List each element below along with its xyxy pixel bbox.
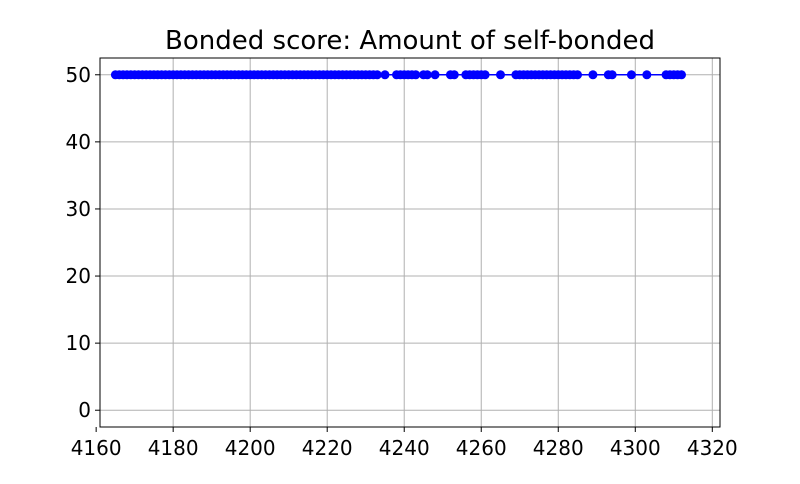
y-tick-label: 20 bbox=[66, 264, 91, 288]
data-point bbox=[642, 70, 652, 80]
plot-frame bbox=[99, 57, 721, 428]
chart-title: Bonded score: Amount of self-bonded bbox=[165, 26, 655, 56]
x-tick-label: 4260 bbox=[456, 436, 507, 460]
data-point bbox=[372, 70, 382, 80]
data-point bbox=[449, 70, 459, 80]
y-tick-label: 0 bbox=[78, 398, 91, 422]
data-point bbox=[411, 70, 421, 80]
data-point bbox=[480, 70, 490, 80]
data-point bbox=[430, 70, 440, 80]
y-tick-label: 10 bbox=[66, 331, 91, 355]
x-tick-label: 4180 bbox=[148, 436, 199, 460]
data-point bbox=[676, 70, 686, 80]
x-tick-label: 4200 bbox=[225, 436, 276, 460]
y-axis-ticks: 0 10 20 30 40 50 bbox=[66, 63, 100, 422]
y-tick-label: 40 bbox=[66, 130, 91, 154]
grid-lines bbox=[100, 58, 720, 427]
y-tick-label: 50 bbox=[66, 63, 91, 87]
x-tick-label: 4240 bbox=[379, 436, 430, 460]
x-tick-label: 4160 bbox=[71, 436, 122, 460]
x-tick-label: 4300 bbox=[610, 436, 661, 460]
y-tick-label: 30 bbox=[66, 197, 91, 221]
data-point bbox=[626, 70, 636, 80]
series-layer bbox=[110, 70, 686, 80]
data-point bbox=[588, 70, 598, 80]
x-tick-label: 4280 bbox=[533, 436, 584, 460]
data-point bbox=[380, 70, 390, 80]
data-point bbox=[495, 70, 505, 80]
x-tick-label: 4320 bbox=[687, 436, 738, 460]
x-tick-label: 4220 bbox=[302, 436, 353, 460]
data-point bbox=[422, 70, 432, 80]
data-point bbox=[607, 70, 617, 80]
data-point bbox=[573, 70, 583, 80]
x-axis-ticks: 4160 4180 4200 4220 4240 4260 4280 4300 4320 bbox=[71, 427, 738, 460]
